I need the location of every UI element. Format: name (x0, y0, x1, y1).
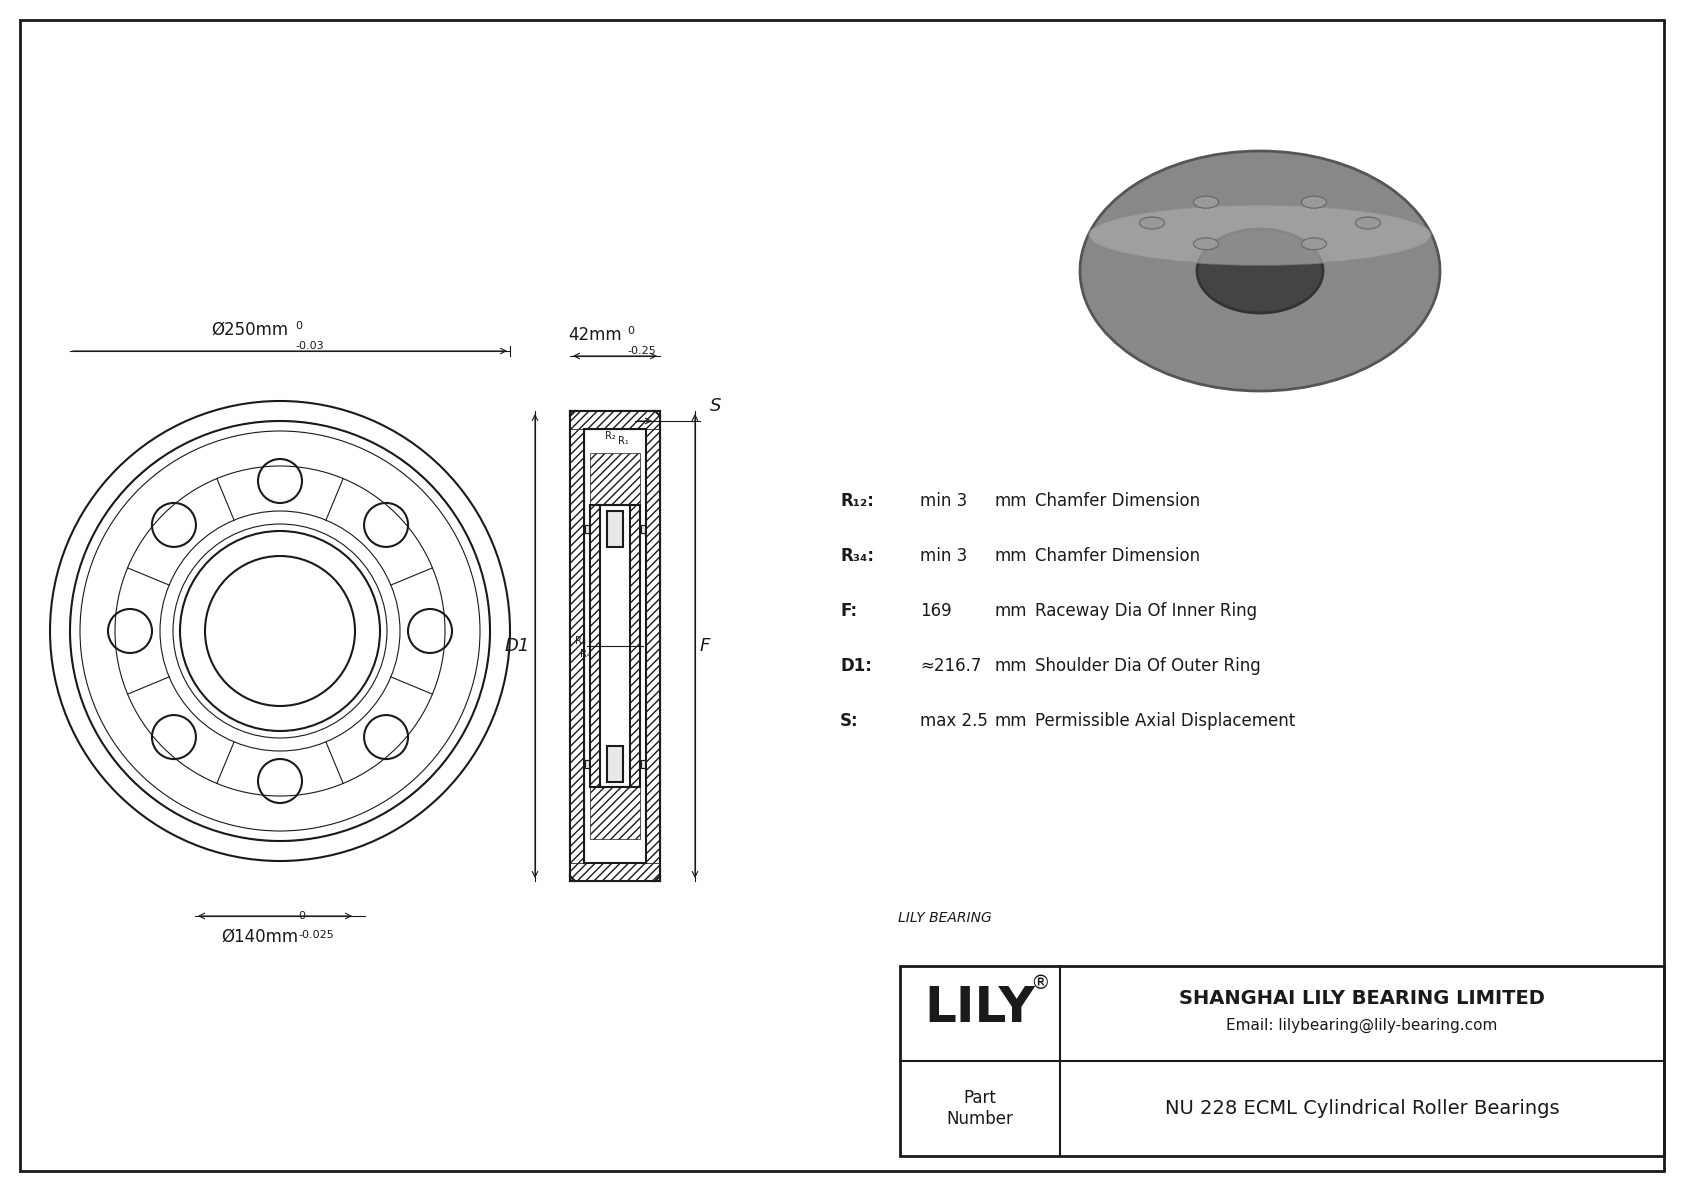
Text: max 2.5: max 2.5 (919, 712, 989, 730)
Text: D1: D1 (505, 637, 530, 655)
Bar (642, 524, 645, 532)
Text: R₁: R₁ (618, 436, 628, 445)
Bar (606, 511, 623, 547)
Text: 42mm: 42mm (568, 326, 621, 344)
Ellipse shape (1197, 229, 1324, 313)
Bar (569, 863, 660, 881)
Ellipse shape (1079, 151, 1440, 391)
Text: Shoulder Dia Of Outer Ring: Shoulder Dia Of Outer Ring (1036, 657, 1261, 675)
Text: mm: mm (995, 492, 1027, 510)
Text: -0.025: -0.025 (298, 930, 333, 940)
Text: min 3: min 3 (919, 547, 967, 565)
Text: -0.03: -0.03 (295, 341, 323, 351)
Text: -0.25: -0.25 (626, 347, 655, 356)
Text: mm: mm (995, 712, 1027, 730)
Ellipse shape (1194, 238, 1219, 250)
Text: D1:: D1: (840, 657, 872, 675)
Bar (569, 429, 584, 863)
Text: Email: lilybearing@lily-bearing.com: Email: lilybearing@lily-bearing.com (1226, 1018, 1497, 1033)
Bar (569, 411, 660, 429)
Bar (589, 787, 640, 838)
Text: 0: 0 (626, 326, 633, 336)
Text: Chamfer Dimension: Chamfer Dimension (1036, 492, 1201, 510)
Text: min 3: min 3 (919, 492, 967, 510)
Text: NU 228 ECML Cylindrical Roller Bearings: NU 228 ECML Cylindrical Roller Bearings (1165, 1099, 1559, 1118)
Text: F: F (701, 637, 711, 655)
Text: Part
Number: Part Number (946, 1089, 1014, 1128)
Text: R₃₄:: R₃₄: (840, 547, 874, 565)
Bar (584, 429, 647, 863)
Text: LILY BEARING: LILY BEARING (898, 911, 992, 925)
Bar (584, 524, 589, 532)
Text: Ø250mm: Ø250mm (212, 322, 288, 339)
Bar (589, 505, 600, 787)
Text: mm: mm (995, 657, 1027, 675)
Text: LILY: LILY (925, 985, 1036, 1033)
Text: F:: F: (840, 601, 857, 621)
Bar (584, 760, 589, 767)
Text: Raceway Dia Of Inner Ring: Raceway Dia Of Inner Ring (1036, 601, 1258, 621)
Bar (642, 760, 645, 767)
Bar (584, 760, 589, 767)
Text: 0: 0 (295, 322, 301, 331)
Text: S:: S: (840, 712, 859, 730)
Bar (569, 411, 660, 881)
Ellipse shape (1356, 217, 1381, 229)
Ellipse shape (1140, 217, 1165, 229)
Text: Chamfer Dimension: Chamfer Dimension (1036, 547, 1201, 565)
Bar (899, 966, 1664, 1156)
Text: R₂: R₂ (605, 431, 615, 441)
Bar (647, 429, 660, 863)
Text: ®: ® (1031, 974, 1049, 993)
Text: R₃: R₃ (574, 636, 586, 646)
Bar (606, 746, 623, 781)
Text: R₁₂:: R₁₂: (840, 492, 874, 510)
Text: Permissible Axial Displacement: Permissible Axial Displacement (1036, 712, 1295, 730)
Text: 169: 169 (919, 601, 951, 621)
Bar (642, 524, 645, 532)
Text: SHANGHAI LILY BEARING LIMITED: SHANGHAI LILY BEARING LIMITED (1179, 989, 1544, 1008)
Text: ≈216.7: ≈216.7 (919, 657, 982, 675)
Bar (642, 760, 645, 767)
Ellipse shape (1194, 197, 1219, 208)
Ellipse shape (1302, 197, 1327, 208)
Text: mm: mm (995, 547, 1027, 565)
Bar (630, 505, 640, 787)
Text: mm: mm (995, 601, 1027, 621)
Text: S: S (711, 397, 721, 414)
Ellipse shape (1302, 238, 1327, 250)
Ellipse shape (1090, 205, 1431, 266)
Bar (589, 453, 640, 505)
Text: R₄: R₄ (579, 649, 591, 659)
Bar (584, 524, 589, 532)
Text: 0: 0 (298, 911, 305, 921)
Text: Ø140mm: Ø140mm (221, 928, 298, 946)
